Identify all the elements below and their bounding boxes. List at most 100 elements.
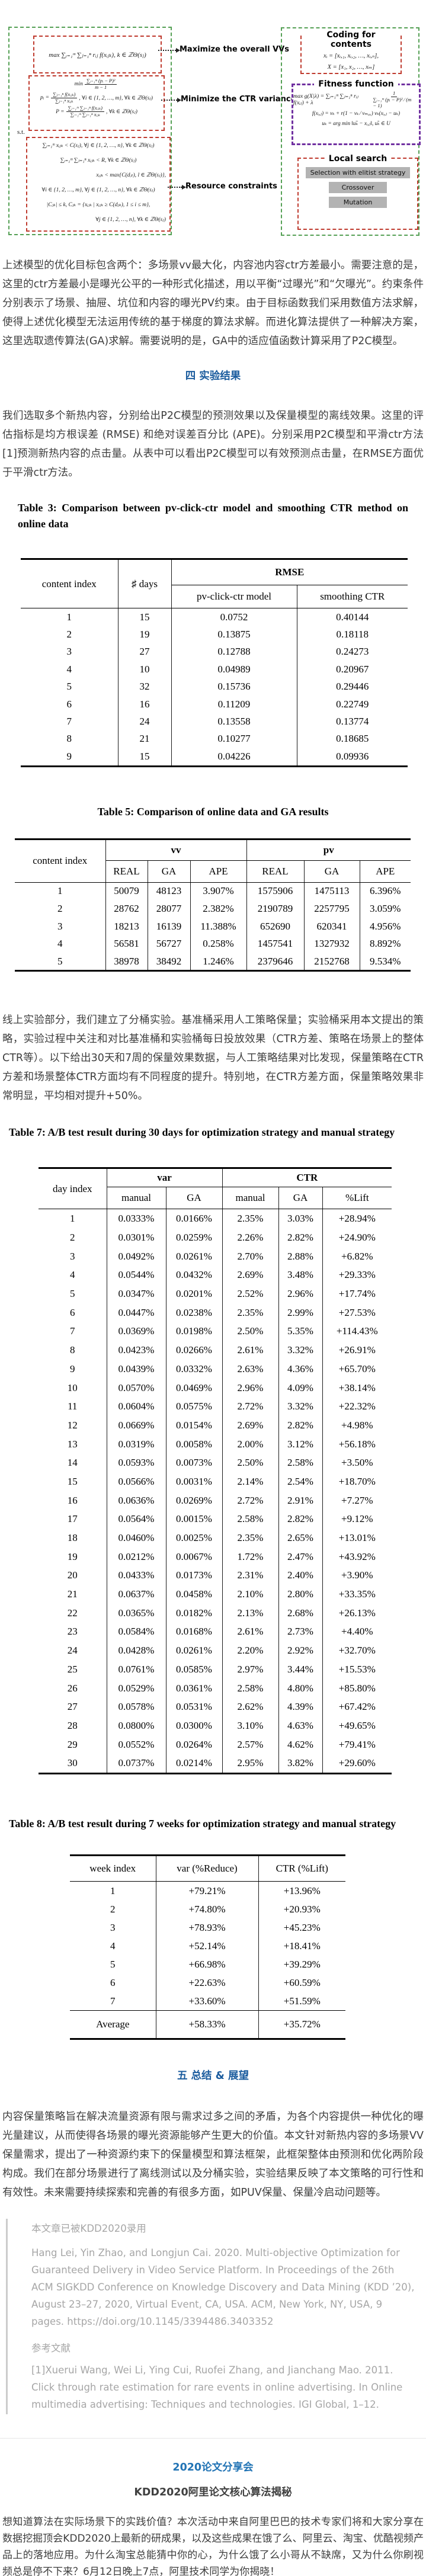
table-cell: +67.42% xyxy=(338,1701,376,1713)
table-row: 4 0.0544% 0.0432% 2.69% 3.48% +29.33% xyxy=(39,1265,392,1285)
table-cell: 0.0439% xyxy=(107,1359,166,1379)
table-cell: 0.20967 xyxy=(336,663,369,675)
dotted-arrow-icon xyxy=(161,98,181,102)
table-cell: +6.82% xyxy=(341,1250,373,1262)
col-header-lift: %Lift xyxy=(322,1187,392,1210)
col-header-ga: GA xyxy=(148,860,191,883)
table-cell: +4.40% xyxy=(341,1626,373,1638)
table-cell: 2.47% xyxy=(278,1547,323,1566)
table-cell: 11 xyxy=(39,1397,107,1417)
table-cell: +24.90% xyxy=(338,1232,376,1244)
formula-pi: pᵢ = ∑ⱼ₌₁ⁿ f(xᵢⱼₖ) ∑ⱼ₌₁ⁿ xᵢⱼₖ , ∀i ∈ {1,… xyxy=(40,92,153,104)
table-cell: 0.29446 xyxy=(336,681,369,693)
table-cell: 0.0015% xyxy=(166,1510,223,1529)
table-7: day index var CTR manual GA manual GA %L… xyxy=(39,1167,392,1775)
table-cell: 2.88% xyxy=(278,1247,323,1266)
ga-framework-box: Coding for contents xᵢ = [xᵢ,₁, xᵢ,₂, …,… xyxy=(281,27,421,236)
col-header-real: REAL xyxy=(246,860,305,883)
table-cell: 0.258% xyxy=(190,935,247,953)
table-cell: 1575906 xyxy=(246,882,305,901)
table-cell: 0.0365% xyxy=(107,1603,166,1623)
constraint-line: ∀j ∈ {1, 2, …, n}, ∀k ∈ ℤΘ(sⱼ) xyxy=(95,216,166,223)
table-cell: 1 xyxy=(15,882,106,901)
col-header-var-reduce: var (%Reduce) xyxy=(156,1855,259,1882)
table-row: 5 0.0347% 0.0201% 2.52% 2.96% +17.74% xyxy=(39,1284,392,1303)
table-cell: 0.0737% xyxy=(107,1754,166,1774)
dotted-arrow-icon xyxy=(158,48,180,53)
table-cell: 0.0369% xyxy=(107,1322,166,1341)
table-row: 9 15 0.04226 0.09936 xyxy=(21,748,408,767)
table-cell: 0.0154% xyxy=(166,1416,223,1435)
objective-vv-formula-box: max ∑ᵢ₌₁ᵐ ∑ⱼ₌₁ⁿ rᵢⱼ f(xᵢⱼₖ), k ∈ ℤΘ(sⱼ) xyxy=(33,36,162,73)
table-row: 17 0.0564% 0.0015% 2.58% 2.82% +9.12% xyxy=(39,1510,392,1529)
table-cell: +4.98% xyxy=(341,1419,373,1431)
table-cell: 7 xyxy=(70,1992,156,2011)
fitness-box-title: Fitness function xyxy=(314,79,398,89)
table-cell: 18213 xyxy=(105,917,148,935)
table-cell: 0.0432% xyxy=(166,1265,223,1285)
table-row: 8 0.0423% 0.0266% 2.61% 3.32% +26.91% xyxy=(39,1341,392,1360)
section-header-summary: 五 总结 & 展望 xyxy=(177,2070,249,2082)
table-cell: 2.13% xyxy=(222,1603,279,1623)
table-cell: 3 xyxy=(70,1918,156,1937)
table-cell: 2.58% xyxy=(278,1453,323,1473)
table-cell: 0.13875 xyxy=(171,626,297,643)
constraint-line: ∑ᵢ₌₁ᵐ ∑ⱼ₌₁ⁿ xᵢⱼₖ < R, ∀k ∈ ℤΘ(sⱼ) xyxy=(60,157,137,164)
table-row: 4 +52.14% +18.41% xyxy=(70,1937,345,1956)
dotted-arrow-icon xyxy=(168,185,186,190)
table-cell: 2.54% xyxy=(278,1472,323,1491)
table-cell: +20.93% xyxy=(283,1903,321,1915)
table-cell: +7.27% xyxy=(341,1494,373,1506)
table-cell: 19 xyxy=(118,626,172,643)
table-5: content index vv pv REAL GA APE REAL GA … xyxy=(15,838,411,972)
table-8: week index var (%Reduce) CTR (%Lift) 1 +… xyxy=(70,1854,345,2040)
table-cell: 2.31% xyxy=(222,1566,279,1585)
table-cell: 3.48% xyxy=(278,1265,323,1285)
table-subheader-row: pv-click-ctr model smoothing CTR xyxy=(21,585,408,608)
table-cell: +51.59% xyxy=(283,1995,321,2007)
table-cell: +9.12% xyxy=(341,1513,373,1525)
table-cell: 28 xyxy=(39,1716,107,1735)
col-group-header-ctr: CTR xyxy=(222,1168,392,1188)
paragraph-offline-eval: 我们选取多个新热内容，分别给出P2C模型的预测效果以及保量模型的离线效果。这里的… xyxy=(2,410,424,479)
table-cell: 5.35% xyxy=(278,1322,323,1341)
fraction: ∑ᵢ₌₁ᵐ (pᵢ − P)² m − 1 xyxy=(84,78,117,90)
table-average-row: Average +58.33% +35.72% xyxy=(70,2010,345,2039)
table-cell: 4.80% xyxy=(278,1678,323,1698)
table-cell: +78.93% xyxy=(156,1918,259,1937)
table-cell: 5 xyxy=(39,1284,107,1303)
table-row: 18 0.0460% 0.0025% 2.35% 2.65% +13.01% xyxy=(39,1529,392,1547)
table-row: 10 0.0570% 0.0469% 2.96% 4.09% +38.14% xyxy=(39,1378,392,1398)
table-cell: 5 xyxy=(15,952,106,971)
table-cell: 2379646 xyxy=(246,952,305,971)
table-cell: 2.58% xyxy=(222,1510,279,1529)
table-cell: 2.96% xyxy=(278,1284,323,1303)
table-cell: 0.0238% xyxy=(166,1303,223,1322)
coding-formula: X = [x₁, x₂, …, xₘ] xyxy=(327,64,375,71)
table-cell: 3.32% xyxy=(278,1397,323,1417)
table-cell: +38.14% xyxy=(338,1382,376,1393)
formula-maximize-vv: max ∑ᵢ₌₁ᵐ ∑ⱼ₌₁ⁿ rᵢⱼ f(xᵢⱼₖ), k ∈ ℤΘ(sⱼ) xyxy=(49,51,146,59)
col-header-content-index: content index xyxy=(21,559,118,608)
table-cell: 2152768 xyxy=(304,952,360,971)
table-cell: 0.0578% xyxy=(107,1697,166,1717)
table-5-caption: Table 5: Comparison of online data and G… xyxy=(97,805,329,818)
table-8-caption: Table 8: A/B test result during 7 weeks … xyxy=(9,1818,396,1830)
table-cell: +3.90% xyxy=(341,1569,373,1581)
table-cell: 0.0025% xyxy=(166,1529,223,1547)
col-header-real: REAL xyxy=(105,860,148,883)
table-cell: 4.09% xyxy=(278,1378,323,1398)
table-cell: +39.29% xyxy=(283,1958,321,1970)
table-cell: 15 xyxy=(118,608,172,626)
table-cell: 0.0447% xyxy=(107,1303,166,1322)
table-cell: 32 xyxy=(118,678,172,696)
fitness-formula: max g(X|λ) = ∑ᵢ₌₁ᵐ ∑ⱼ₌₁ⁿ rᵢⱼ f(xᵢⱼ) + λ … xyxy=(293,90,419,109)
table-cell: 1 xyxy=(70,1881,156,1901)
paper-citation: Hang Lei, Yin Zhao, and Longjun Cai. 202… xyxy=(31,2247,415,2328)
table-cell: 2.96% xyxy=(222,1378,279,1398)
table-cell: 9 xyxy=(39,1359,107,1379)
table-cell: 0.18118 xyxy=(336,629,369,640)
label-resource-constraints: Resource constraints xyxy=(185,182,277,191)
table-cell: +79.21% xyxy=(156,1881,259,1901)
table-cell: 0.04226 xyxy=(171,748,297,767)
